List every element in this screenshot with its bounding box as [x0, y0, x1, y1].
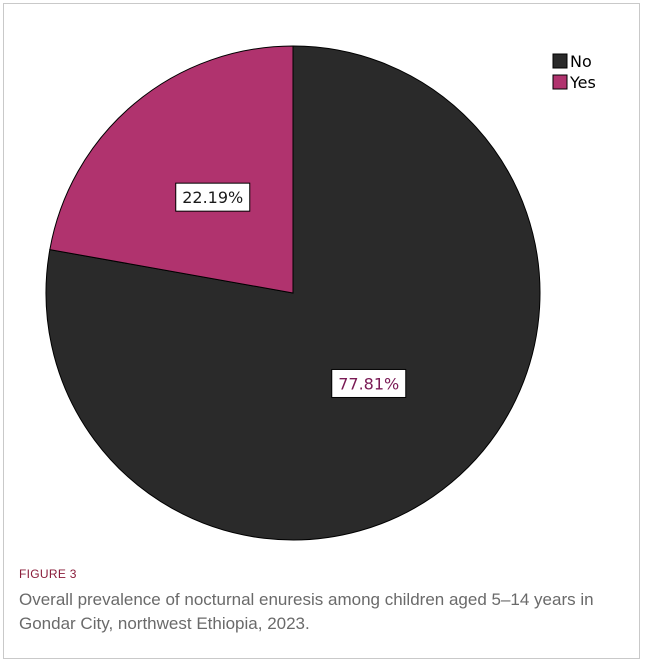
legend-swatch-no	[552, 53, 568, 69]
legend: No Yes	[552, 52, 596, 92]
slice-label-no: 77.81%	[338, 374, 399, 393]
slice-label-box-no	[331, 368, 407, 398]
slice-label-yes: 22.19%	[182, 188, 243, 207]
pie-slice-yes	[49, 45, 294, 294]
slice-labels: 77.81% 22.19%	[175, 182, 407, 398]
figure-caption: Overall prevalence of nocturnal enuresis…	[19, 590, 594, 633]
pie-slices	[45, 45, 541, 541]
legend-label-yes: Yes	[569, 73, 596, 92]
legend-swatch-yes	[552, 74, 568, 90]
pie-chart: 77.81% 22.19% No Yes	[45, 45, 596, 541]
legend-label-no: No	[570, 52, 592, 71]
figure-label: FIGURE 3	[19, 567, 77, 581]
slice-label-box-yes	[175, 182, 251, 212]
